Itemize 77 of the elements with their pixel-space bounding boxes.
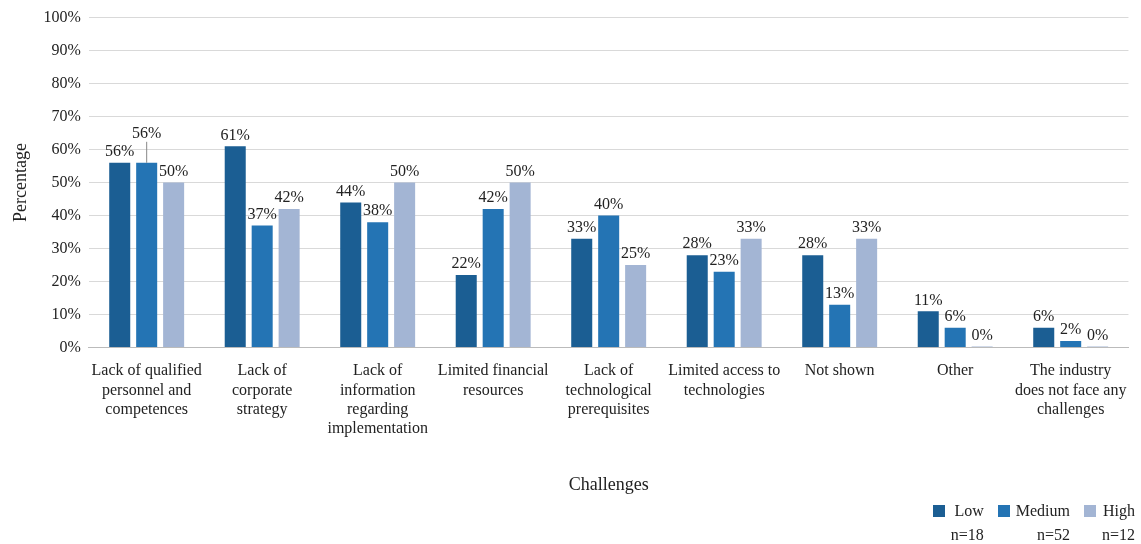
bar [829,304,851,348]
y-tick-label: 60% [51,139,81,157]
data-label: 33% [567,217,597,235]
legend-label: Low n=18 [950,501,984,544]
data-label: 50% [389,161,420,179]
x-tick-label: Limited financial resources [437,361,550,398]
y-tick-label: 70% [51,106,81,124]
y-tick-label: 50% [51,172,81,190]
bar [802,255,824,348]
bar [1060,341,1082,348]
data-label: 37% [247,204,277,222]
y-tick-label: 0% [59,337,81,355]
data-label: 33% [851,217,882,235]
bar [917,311,939,348]
data-label: 38% [363,201,393,219]
bar [455,275,477,348]
x-tick-label: Lack of qualified personnel and competences [91,361,202,418]
bar [509,182,531,348]
data-label: 56% [132,124,162,141]
bar [740,238,762,348]
data-label: 33% [736,217,766,235]
bar [340,202,362,348]
legend-label: High n=12 [1101,501,1135,544]
x-axis-title: Challenges [568,473,649,494]
legend-label: Medium n=52 [1015,501,1070,544]
bar [163,182,185,348]
bar [109,162,131,348]
bar [136,162,158,348]
data-label: 6% [1033,307,1055,324]
y-tick-label: 30% [51,238,81,256]
x-tick-label: Limited access to technologies [668,361,781,399]
x-tick-label: Lack of information regarding implementation [327,361,428,437]
data-label: 28% [798,234,828,252]
data-label: 40% [594,194,624,212]
data-label: 50% [158,161,189,179]
data-label: 28% [682,234,712,252]
data-label: 0% [971,325,993,343]
x-tick-label: Lack of technological prerequisites [565,361,653,418]
data-label: 42% [274,188,304,206]
y-tick-label: 100% [43,7,81,25]
data-label: 42% [478,188,508,206]
bar [394,182,416,348]
y-axis-title: Percentage [9,143,30,223]
data-label: 2% [1060,320,1082,338]
bar [251,225,273,348]
x-tick-label: The industry does not face any challenges [1014,361,1127,418]
bar [625,265,647,348]
data-label: 23% [709,250,739,268]
x-tick-label: Lack of corporate strategy [231,361,293,418]
data-label: 11% [913,290,943,308]
bar [944,327,966,348]
bar [686,255,708,348]
data-label: 25% [620,244,651,262]
x-tick-label: Other [936,361,975,379]
bar [482,209,504,348]
data-label: 22% [451,254,481,272]
bar [571,238,593,348]
bar [1033,327,1055,348]
y-tick-label: 90% [51,40,81,58]
y-tick-label: 10% [51,304,81,322]
data-label: 13% [825,283,855,301]
bar [278,209,300,348]
bar [856,238,878,348]
data-label: 0% [1086,325,1109,343]
bar [598,215,620,348]
bar [713,271,735,348]
x-tick-label: Not shown [804,361,875,379]
y-tick-label: 80% [51,73,81,91]
bar [367,222,389,348]
data-label: 50% [505,161,535,179]
y-tick-label: 40% [51,205,81,223]
data-label: 56% [105,142,135,159]
data-label: 44% [336,181,366,199]
y-tick-label: 20% [51,271,81,289]
data-label: 6% [944,307,966,324]
bar [224,146,246,348]
data-label: 61% [220,125,250,143]
